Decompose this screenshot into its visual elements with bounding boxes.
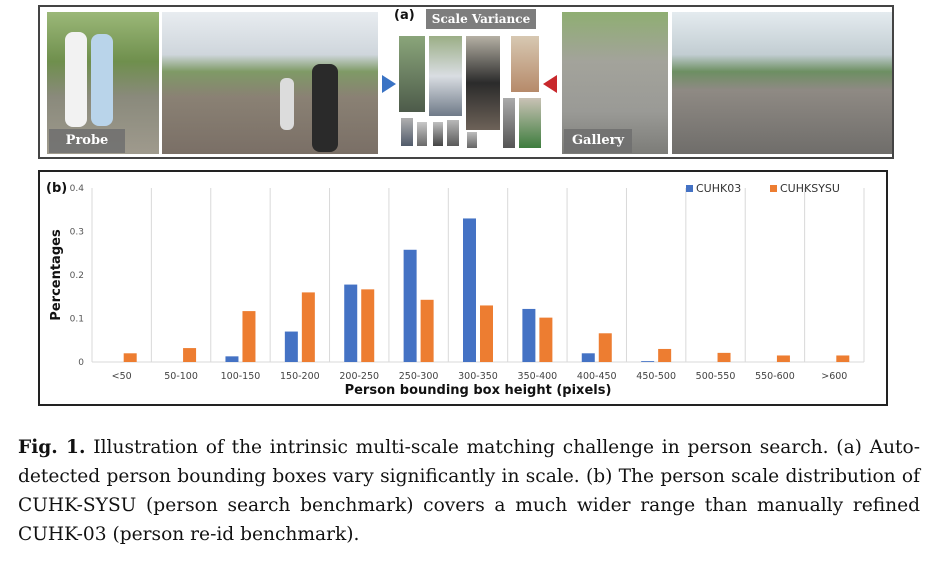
person-crop (465, 35, 501, 131)
person-crop (428, 35, 463, 117)
pedestrian-figure (312, 64, 338, 152)
x-tick-label: 400-450 (577, 371, 617, 382)
y-tick-label: 0.3 (70, 228, 84, 238)
x-tick-label: 150-200 (280, 371, 320, 382)
bar-cuhksysu (480, 305, 493, 362)
bar-cuhk03 (522, 308, 536, 362)
x-tick-label: 200-250 (339, 371, 379, 382)
figure-panel-a: Probe (a) Scale Variance Gallery (38, 5, 894, 159)
pedestrian-figure (91, 34, 113, 126)
y-tick-label: 0.4 (70, 184, 85, 194)
person-crop (398, 35, 426, 113)
bar-cuhk03 (403, 249, 417, 362)
campus-photo-left (162, 12, 378, 154)
bar-cuhk03 (225, 356, 239, 362)
person-crop (518, 97, 542, 149)
bar-cuhksysu (301, 292, 315, 362)
bar-cuhksysu (420, 299, 434, 362)
bar-cuhk03 (284, 331, 298, 362)
person-crop (416, 121, 428, 147)
figure-label: Fig. 1. (18, 437, 86, 458)
bar-cuhksysu (183, 348, 197, 362)
scale-variance-title: Scale Variance (426, 9, 536, 29)
panel-b-marker: (b) (46, 181, 67, 196)
figure-panel-b: 0 0.1 0.2 0.3 0.4 <50 50-100 100-150 150-200 200-… (38, 170, 888, 406)
x-tick-label: >600 (821, 371, 847, 382)
y-tick-label: 0.2 (70, 271, 84, 281)
legend: CUHK03 CUHKSYSU (686, 182, 840, 195)
x-tick-label: 550-600 (755, 371, 795, 382)
person-crop (400, 117, 414, 147)
bar-cuhksysu (539, 317, 553, 362)
y-tick-label: 0 (78, 358, 84, 368)
person-crop (432, 121, 444, 147)
pedestrian-figure (280, 78, 294, 130)
histogram-chart: 0 0.1 0.2 0.3 0.4 <50 50-100 100-150 150-200 200-… (46, 181, 865, 398)
x-axis-label: Person bounding box height (pixels) (345, 383, 612, 398)
x-tick-label: <50 (112, 371, 132, 382)
pedestrian-figure (65, 32, 87, 127)
legend-label-cuhk03: CUHK03 (696, 182, 741, 195)
bar-cuhk03 (344, 284, 358, 362)
y-axis-label: Percentages (49, 229, 64, 321)
bar-cuhk03 (581, 353, 595, 362)
bar-cuhksysu (717, 352, 731, 362)
x-tick-label: 50-100 (164, 371, 198, 382)
x-tick-label: 500-550 (696, 371, 736, 382)
x-tick-label: 350-400 (518, 371, 558, 382)
bar-cuhksysu (836, 355, 850, 362)
person-crop (466, 131, 478, 149)
bar-cuhksysu (598, 333, 612, 362)
y-tick-label: 0.1 (70, 315, 84, 325)
bar-cuhksysu (776, 355, 790, 362)
x-tick-label: 100-150 (221, 371, 261, 382)
x-tick-label: 300-350 (458, 371, 498, 382)
person-crop (446, 119, 460, 147)
legend-swatch-cuhk03 (686, 185, 693, 192)
legend-label-cuhksysu: CUHKSYSU (780, 182, 840, 195)
bar-cuhksysu (361, 289, 375, 362)
panel-a-marker: (a) (394, 8, 415, 23)
x-tick-label: 450-500 (636, 371, 676, 382)
bar-cuhksysu (242, 311, 256, 362)
bar-cuhksysu (123, 353, 137, 362)
probe-label: Probe (49, 129, 125, 153)
legend-swatch-cuhksysu (770, 185, 777, 192)
gallery-label: Gallery (564, 129, 632, 153)
bar-cuhksysu (658, 348, 672, 362)
figure-caption: Fig. 1. Illustration of the intrinsic mu… (18, 433, 920, 549)
campus-photo-right (672, 12, 892, 154)
x-tick-label: 250-300 (399, 371, 439, 382)
arrow-left-icon (543, 75, 557, 93)
arrow-right-icon (382, 75, 396, 93)
person-crop (502, 97, 516, 149)
caption-text: Illustration of the intrinsic multi-scal… (18, 437, 921, 545)
person-crop (510, 35, 540, 93)
bar-cuhk03 (641, 361, 655, 362)
bar-cuhk03 (463, 218, 476, 362)
